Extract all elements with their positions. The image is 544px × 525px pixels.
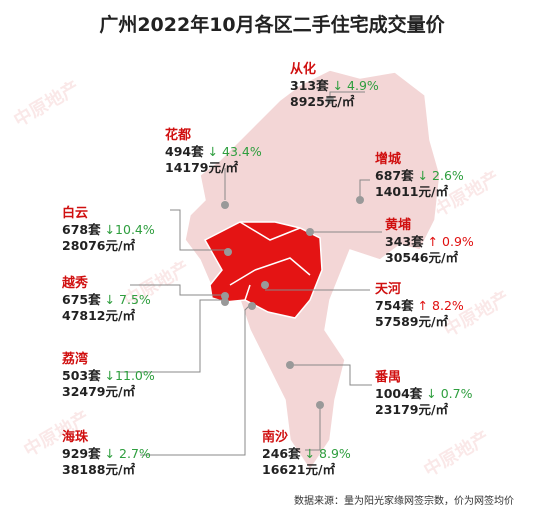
volume: 1004套: [375, 386, 423, 401]
price: 32479元/㎡: [62, 384, 136, 399]
district-label: 越秀 675套 ↓ 7.5% 47812元/㎡: [62, 276, 151, 324]
district-name: 南沙: [262, 430, 289, 445]
change: ↓ 2.6%: [417, 168, 464, 183]
district-name: 增城: [375, 152, 402, 167]
volume-row: 313套 ↓ 4.9%: [290, 78, 379, 94]
volume-row: 343套 ↑ 0.9%: [385, 234, 474, 250]
price: 57589元/㎡: [375, 314, 449, 329]
district-label: 天河 754套 ↑ 8.2% 57589元/㎡: [375, 282, 464, 330]
volume-row: 246套 ↓ 8.9%: [262, 446, 351, 462]
change: ↑ 0.9%: [427, 234, 474, 249]
volume-row: 503套 ↓11.0%: [62, 368, 155, 384]
title: 广州2022年10月各区二手住宅成交量价: [99, 14, 445, 36]
borders: [229, 221, 311, 301]
volume-row: 687套 ↓ 2.6%: [375, 168, 464, 184]
volume-row: 494套 ↓ 43.4%: [165, 144, 262, 160]
district-label: 荔湾 503套 ↓11.0% 32479元/㎡: [62, 352, 155, 400]
district-name: 越秀: [62, 276, 89, 291]
volume-row: 929套 ↓ 2.7%: [62, 446, 151, 462]
district-label: 南沙 246套 ↓ 8.9% 16621元/㎡: [262, 430, 351, 478]
change: ↓ 8.9%: [304, 446, 351, 461]
district-name: 海珠: [62, 430, 89, 445]
source-note: 数据来源：量为阳光家缘网签宗数，价为网签均价: [294, 496, 514, 507]
district-name: 荔湾: [62, 352, 89, 367]
volume: 675套: [62, 292, 101, 307]
change: ↓ 0.7%: [426, 386, 473, 401]
volume-row: 1004套 ↓ 0.7%: [375, 386, 473, 402]
price: 38188元/㎡: [62, 462, 136, 477]
district-label: 番禺 1004套 ↓ 0.7% 23179元/㎡: [375, 370, 473, 418]
price: 28076元/㎡: [62, 238, 136, 253]
district-label: 花都 494套 ↓ 43.4% 14179元/㎡: [165, 128, 262, 176]
leader-lines: [120, 91, 382, 456]
volume: 678套: [62, 222, 101, 237]
core-districts: [203, 221, 323, 319]
district-name: 花都: [165, 128, 192, 143]
district-name: 白云: [62, 206, 89, 221]
district-name: 番禺: [375, 370, 402, 385]
price: 14011元/㎡: [375, 184, 449, 199]
district-label: 增城 687套 ↓ 2.6% 14011元/㎡: [375, 152, 464, 200]
price: 14179元/㎡: [165, 160, 239, 175]
price: 8925元/㎡: [290, 94, 355, 109]
change: ↓ 2.7%: [104, 446, 151, 461]
district-label: 黄埔 343套 ↑ 0.9% 30546元/㎡: [385, 218, 474, 266]
district-dots: [221, 96, 364, 409]
price: 16621元/㎡: [262, 462, 336, 477]
district-label: 海珠 929套 ↓ 2.7% 38188元/㎡: [62, 430, 151, 478]
change: ↓11.0%: [104, 368, 155, 383]
volume-row: 754套 ↑ 8.2%: [375, 298, 464, 314]
change: ↓ 4.9%: [332, 78, 379, 93]
change: ↓ 43.4%: [207, 144, 262, 159]
volume: 246套: [262, 446, 301, 461]
volume-row: 675套 ↓ 7.5%: [62, 292, 151, 308]
volume: 929套: [62, 446, 101, 461]
volume: 313套: [290, 78, 329, 93]
change: ↓ 7.5%: [104, 292, 151, 307]
district-label: 白云 678套 ↓10.4% 28076元/㎡: [62, 206, 155, 254]
price: 23179元/㎡: [375, 402, 449, 417]
volume-row: 678套 ↓10.4%: [62, 222, 155, 238]
change: ↓10.4%: [104, 222, 155, 237]
district-name: 从化: [290, 62, 317, 77]
district-name: 天河: [375, 282, 402, 297]
price: 47812元/㎡: [62, 308, 136, 323]
volume: 494套: [165, 144, 204, 159]
district-label: 从化 313套 ↓ 4.9% 8925元/㎡: [290, 62, 379, 110]
price: 30546元/㎡: [385, 250, 459, 265]
volume: 687套: [375, 168, 414, 183]
volume: 503套: [62, 368, 101, 383]
district-name: 黄埔: [385, 218, 412, 233]
change: ↑ 8.2%: [417, 298, 464, 313]
volume: 343套: [385, 234, 424, 249]
volume: 754套: [375, 298, 414, 313]
